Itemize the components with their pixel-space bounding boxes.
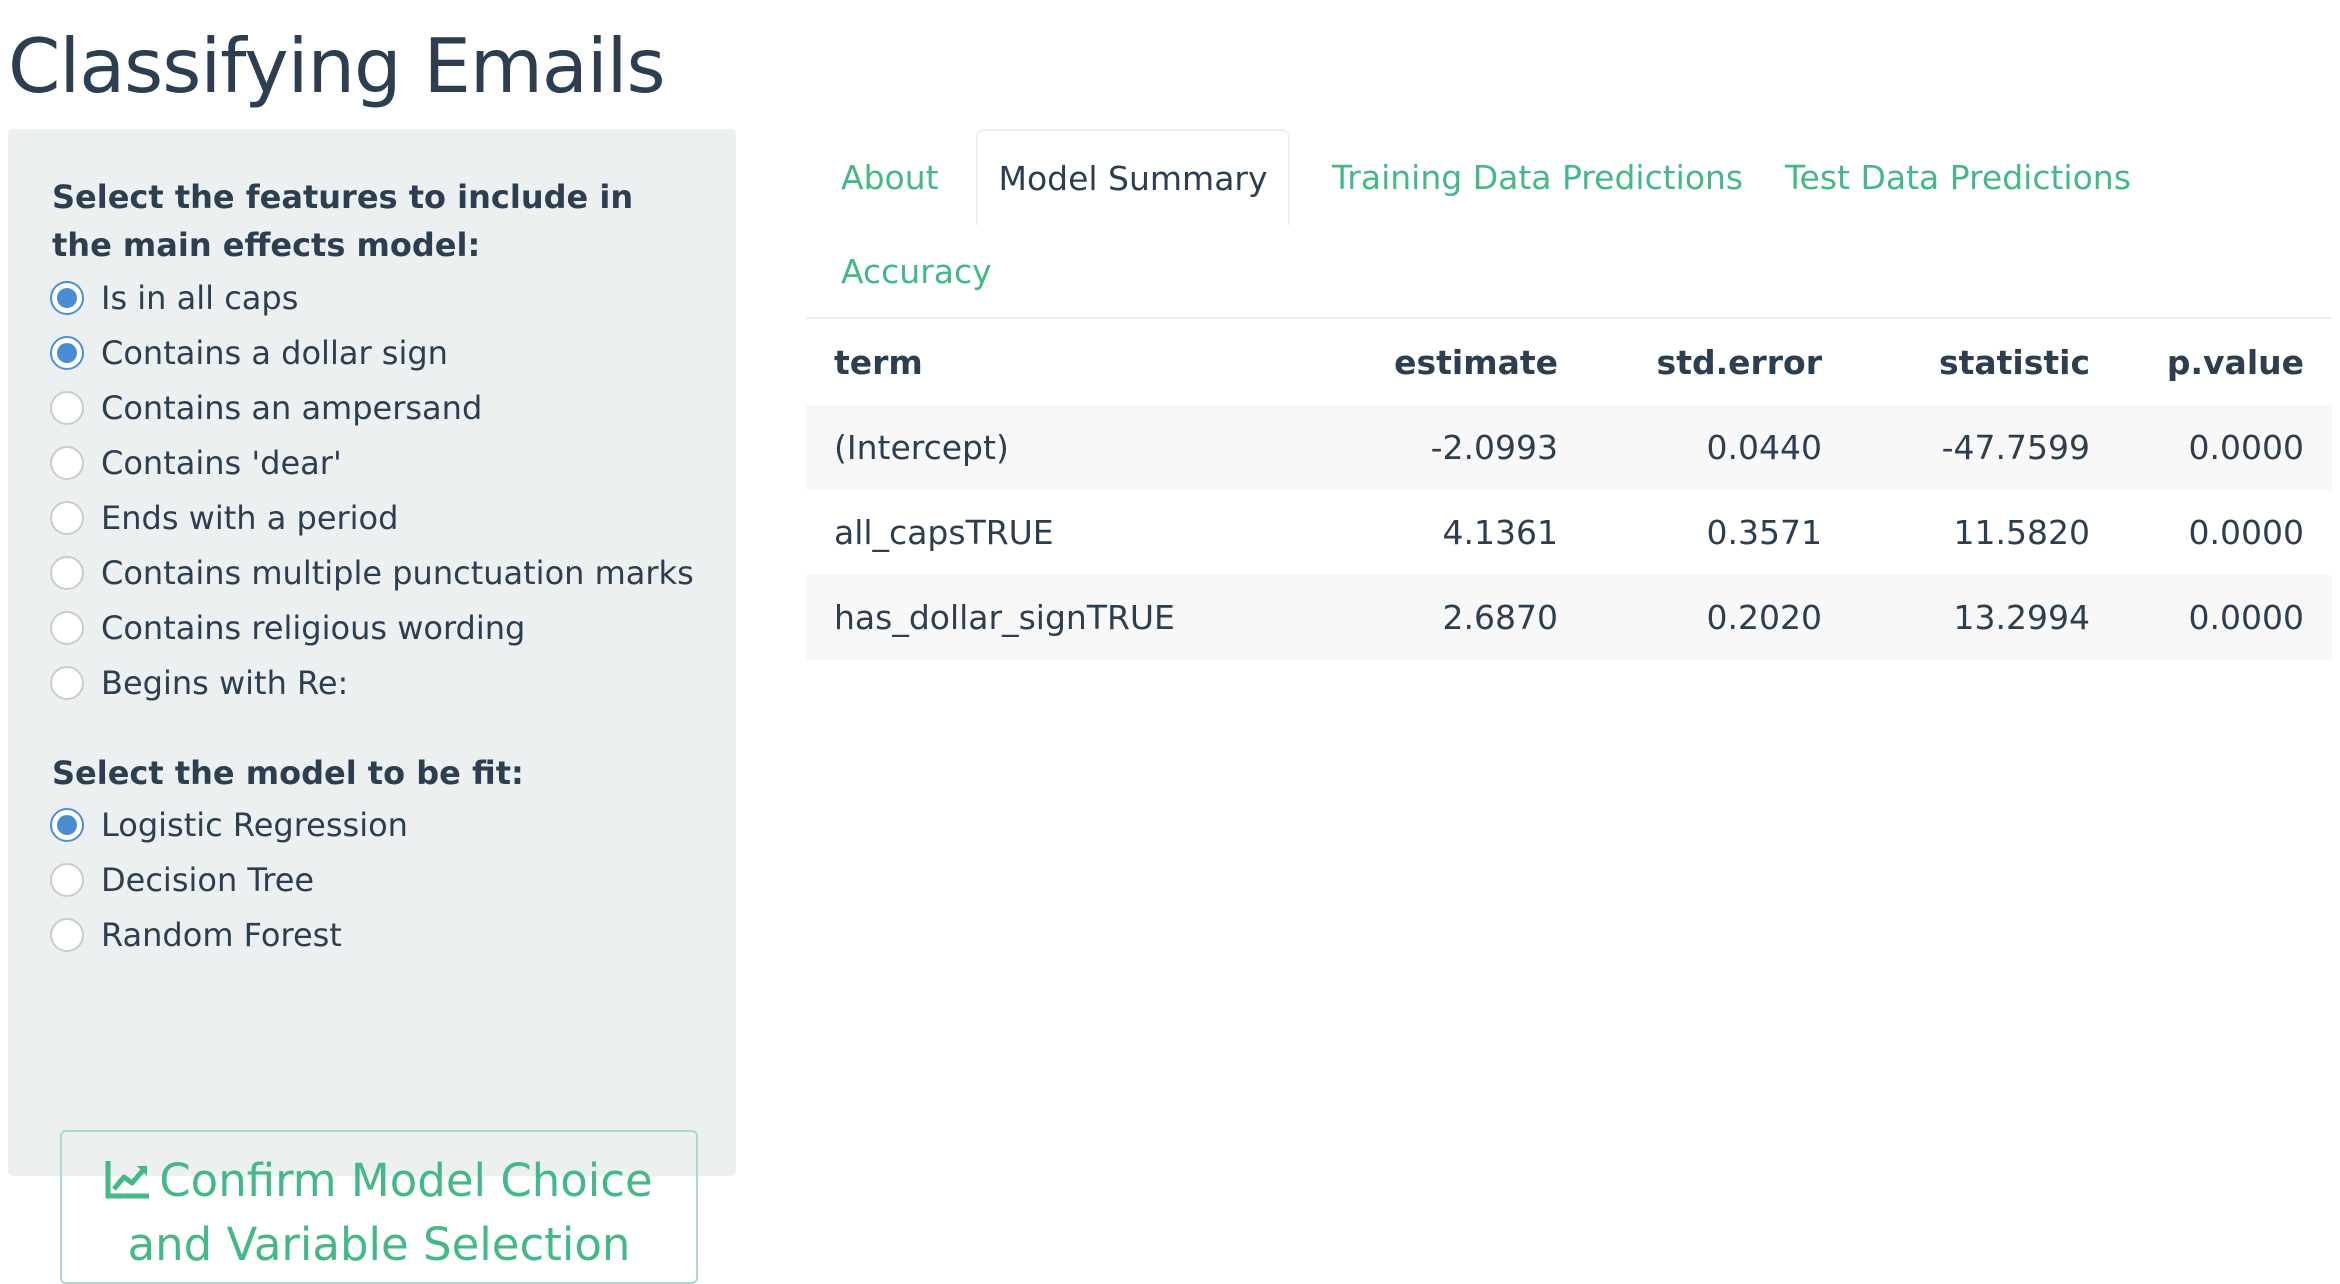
radio-option-decision-tree[interactable]: Decision Tree	[50, 854, 314, 906]
column-header-statistic: statistic	[1938, 343, 2090, 382]
radio-option-random-forest[interactable]: Random Forest	[50, 909, 342, 961]
tab-about[interactable]: About	[841, 158, 939, 197]
column-header-p-value: p.value	[2166, 343, 2304, 382]
tab-divider	[806, 317, 2332, 319]
radio-option-religious[interactable]: Contains religious wording	[50, 602, 525, 654]
radio-option-label: Ends with a period	[101, 499, 399, 537]
column-header-term: term	[834, 343, 923, 382]
radio-option-label: Contains religious wording	[101, 609, 526, 647]
radio-button[interactable]	[50, 666, 84, 700]
radio-option-dollar-sign[interactable]: Contains a dollar sign	[50, 327, 448, 379]
radio-option-label: Contains 'dear'	[101, 444, 342, 482]
table-row: all_capsTRUE 4.1361 0.3571 11.5820 0.000…	[806, 490, 2332, 575]
table-cell: has_dollar_signTRUE	[834, 598, 1175, 637]
radio-button[interactable]	[50, 918, 84, 952]
radio-option-ampersand[interactable]: Contains an ampersand	[50, 382, 482, 434]
table-cell: 0.2020	[1706, 598, 1822, 637]
model-summary-table: term estimate std.error statistic p.valu…	[806, 320, 2332, 660]
table-cell: 13.2994	[1953, 598, 2090, 637]
radio-option-label: Is in all caps	[101, 279, 299, 317]
model-group-label: Select the model to be fit:	[52, 754, 524, 792]
tab-accuracy[interactable]: Accuracy	[841, 252, 992, 291]
table-header-row: term estimate std.error statistic p.valu…	[806, 320, 2332, 405]
confirm-model-button[interactable]: Confirm Model Choice and Variable Select…	[60, 1130, 698, 1284]
table-cell: 0.0000	[2188, 513, 2304, 552]
table-cell: -47.7599	[1941, 428, 2090, 467]
radio-option-logistic-regression[interactable]: Logistic Regression	[50, 799, 408, 851]
column-header-std-error: std.error	[1656, 343, 1822, 382]
radio-option-punctuation[interactable]: Contains multiple punctuation marks	[50, 547, 694, 599]
radio-option-dear[interactable]: Contains 'dear'	[50, 437, 342, 489]
tab-training-data-predictions[interactable]: Training Data Predictions	[1332, 158, 1744, 197]
table-row: (Intercept) -2.0993 0.0440 -47.7599 0.00…	[806, 405, 2332, 490]
confirm-button-label-line2: and Variable Selection	[127, 1217, 631, 1271]
radio-button-checked[interactable]	[50, 336, 84, 370]
column-header-estimate: estimate	[1394, 343, 1558, 382]
table-cell: (Intercept)	[834, 428, 1009, 467]
radio-option-period[interactable]: Ends with a period	[50, 492, 398, 544]
sidebar-panel: Select the features to include in the ma…	[8, 129, 736, 1284]
radio-option-label: Contains an ampersand	[101, 389, 483, 427]
radio-option-label: Begins with Re:	[101, 664, 349, 702]
table-cell: -2.0993	[1430, 428, 1558, 467]
tab-model-summary[interactable]: Model Summary	[976, 129, 1290, 225]
table-cell: 4.1361	[1442, 513, 1558, 552]
page-title: Classifying Emails	[8, 22, 666, 110]
table-cell: 2.6870	[1442, 598, 1558, 637]
radio-button[interactable]	[50, 391, 84, 425]
table-cell: 11.5820	[1953, 513, 2090, 552]
radio-option-label: Contains multiple punctuation marks	[101, 554, 694, 592]
radio-button[interactable]	[50, 556, 84, 590]
confirm-button-label-line1: Confirm Model Choice	[159, 1153, 653, 1207]
radio-button[interactable]	[50, 446, 84, 480]
radio-button-checked[interactable]	[50, 808, 84, 842]
radio-option-label: Decision Tree	[101, 861, 315, 899]
features-group-label: Select the features to include in the ma…	[52, 178, 634, 264]
radio-button-checked[interactable]	[50, 281, 84, 315]
table-cell: 0.0000	[2188, 598, 2304, 637]
table-row: has_dollar_signTRUE 2.6870 0.2020 13.299…	[806, 575, 2332, 660]
radio-option-all-caps[interactable]: Is in all caps	[50, 272, 298, 324]
radio-button[interactable]	[50, 501, 84, 535]
radio-button[interactable]	[50, 611, 84, 645]
model-summary-table-container: term estimate std.error statistic p.valu…	[806, 320, 2332, 660]
table-cell: all_capsTRUE	[834, 513, 1054, 552]
radio-option-label: Logistic Regression	[101, 806, 408, 844]
table-cell: 0.0440	[1706, 428, 1822, 467]
radio-option-label: Contains a dollar sign	[101, 334, 448, 372]
radio-option-begins-re[interactable]: Begins with Re:	[50, 657, 348, 709]
radio-option-label: Random Forest	[101, 916, 342, 954]
table-cell: 0.0000	[2188, 428, 2304, 467]
table-cell: 0.3571	[1706, 513, 1822, 552]
tab-test-data-predictions[interactable]: Test Data Predictions	[1785, 158, 2131, 197]
line-chart-icon	[105, 1160, 150, 1198]
radio-button[interactable]	[50, 863, 84, 897]
